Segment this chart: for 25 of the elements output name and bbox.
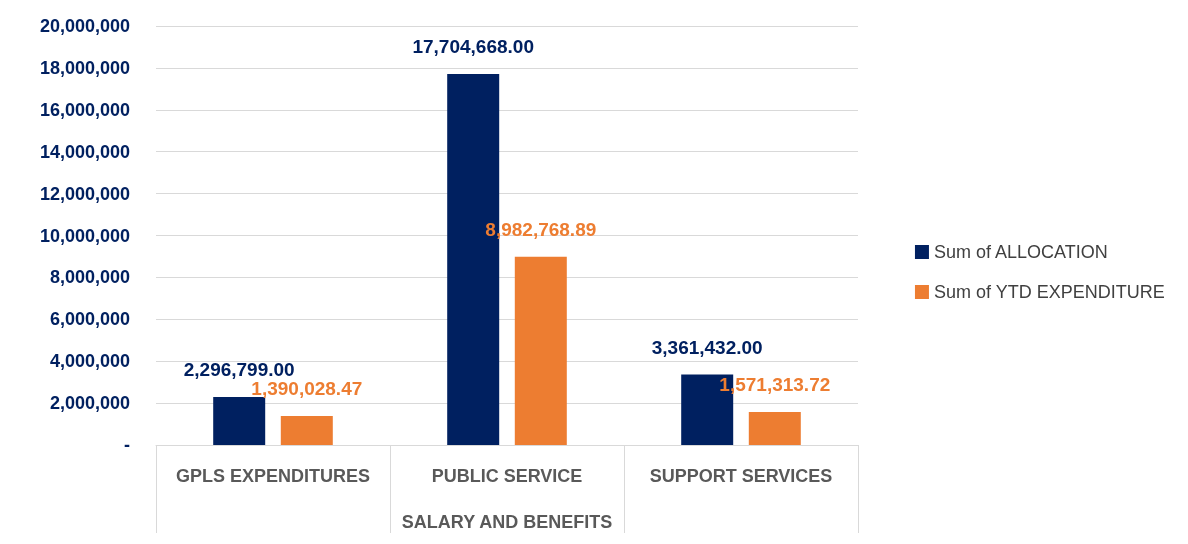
bar — [748, 412, 801, 445]
y-tick-label: - — [124, 435, 130, 455]
y-tick-label: 2,000,000 — [49, 393, 130, 414]
y-tick-label: 14,000,000 — [39, 141, 130, 162]
y-tick-label: 6,000,000 — [49, 309, 130, 330]
y-tick-label: 16,000,000 — [39, 99, 130, 120]
y-tick-label: 4,000,000 — [49, 351, 130, 372]
x-tick-label: PUBLIC SERVICE — [431, 466, 583, 486]
bar — [514, 256, 567, 445]
y-tick-label: 12,000,000 — [39, 183, 130, 204]
x-tick-label: GPLS EXPENDITURES — [175, 466, 371, 486]
x-axis-title: SALARY AND BENEFITS — [401, 512, 613, 532]
x-tick-label: SUPPORT SERVICES — [649, 466, 833, 486]
legend-label: Sum of ALLOCATION — [933, 242, 1108, 262]
y-tick-label: 18,000,000 — [39, 57, 130, 78]
data-label: 2,296,799.00 — [183, 358, 295, 380]
y-tick-label: 10,000,000 — [39, 225, 130, 246]
bar — [213, 396, 266, 445]
data-label: 17,704,668.00 — [412, 36, 534, 58]
bar — [280, 415, 333, 445]
data-label: 3,361,432.00 — [651, 336, 763, 358]
legend-label: Sum of YTD EXPENDITURE — [933, 282, 1165, 302]
y-tick-label: 8,000,000 — [49, 267, 130, 288]
y-tick-label: 20,000,000 — [39, 16, 130, 36]
data-label: 1,390,028.47 — [251, 377, 363, 399]
